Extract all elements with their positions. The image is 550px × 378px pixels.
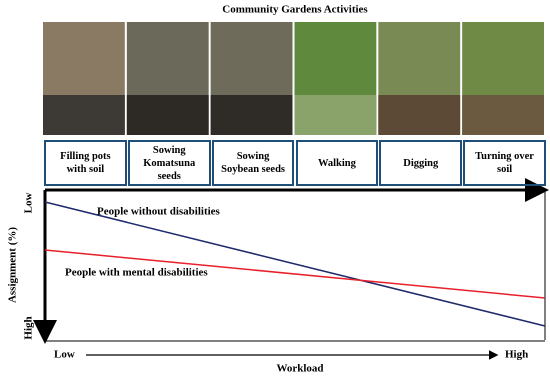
activity-box: Walking xyxy=(295,140,379,186)
x-axis-label: Workload xyxy=(276,363,323,375)
photo-ground xyxy=(43,95,125,135)
title: Community Gardens Activities xyxy=(222,4,368,16)
photos xyxy=(43,22,544,135)
activity-box: Turning over soil xyxy=(463,140,546,186)
activity-box: Digging xyxy=(379,140,463,186)
x-high: High xyxy=(505,349,528,361)
photo-ground xyxy=(210,95,293,135)
photo-ground xyxy=(462,95,544,135)
activity-box: Sowing Komatsuna seeds xyxy=(127,140,211,186)
activity-box: Filling pots with soil xyxy=(44,140,127,186)
line-label: People with mental disabilities xyxy=(65,267,208,279)
photo-ground xyxy=(294,95,377,135)
y-low: Low xyxy=(23,193,35,214)
y-high: High xyxy=(23,316,35,339)
line-label: People without disabilities xyxy=(97,206,221,218)
y-axis-label: Assignment (%) xyxy=(7,227,19,303)
photo-ground xyxy=(378,95,461,135)
x-low: Low xyxy=(54,349,75,361)
line-mental-disabilities xyxy=(44,249,546,299)
photo-ground xyxy=(126,95,209,135)
line-without-disabilities xyxy=(44,201,546,327)
activity-box: Sowing Soybean seeds xyxy=(211,140,295,186)
